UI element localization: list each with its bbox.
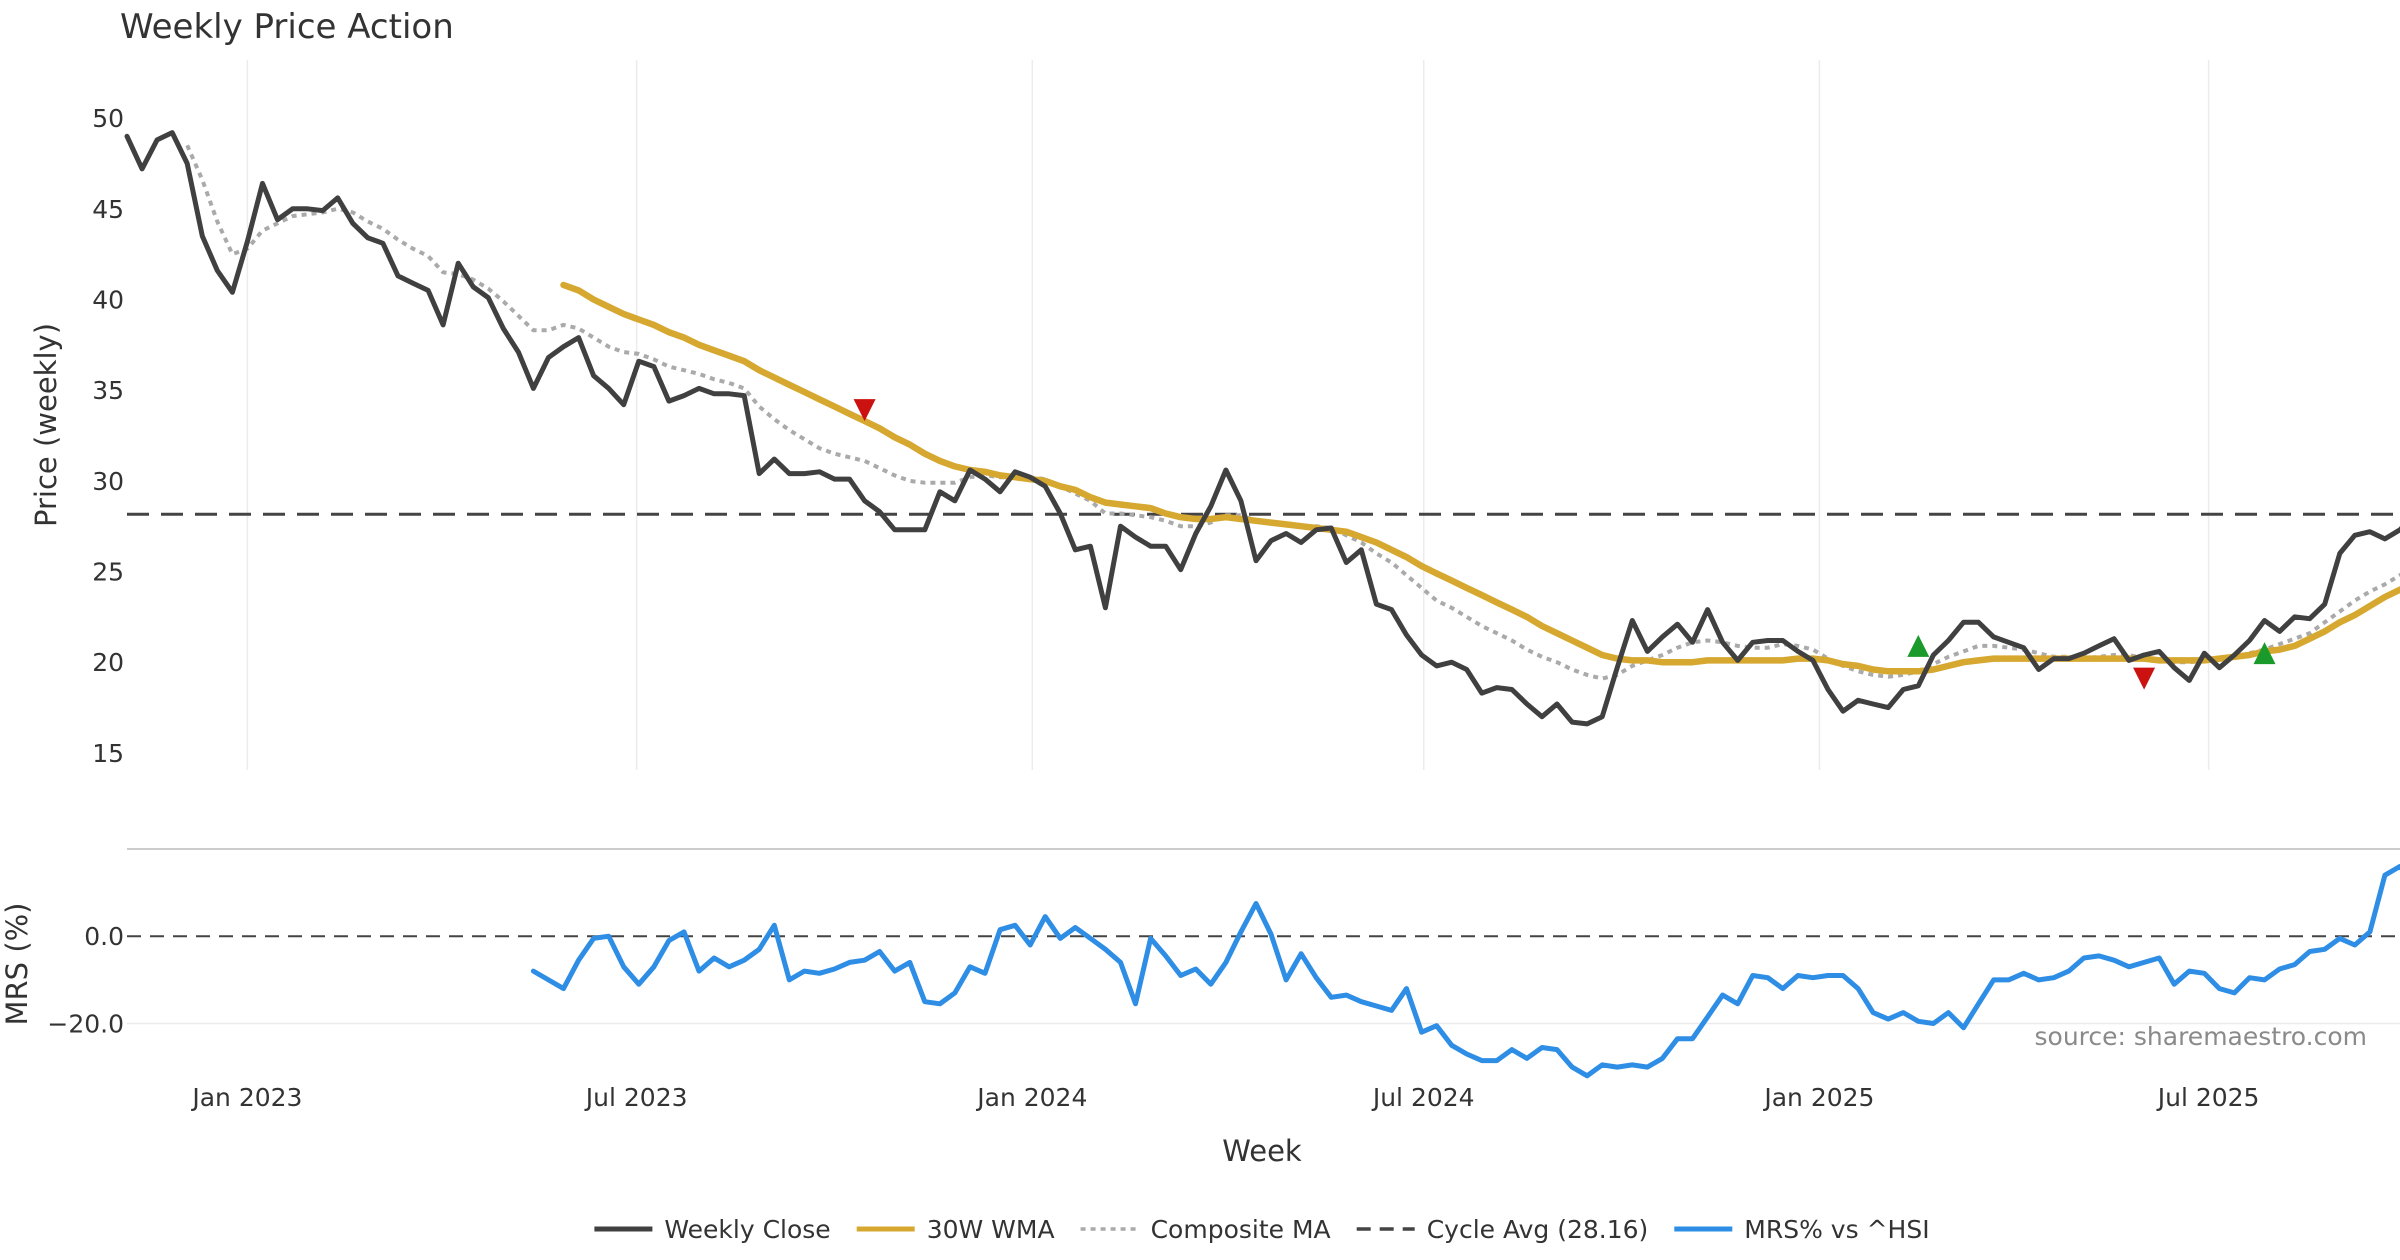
mrs-y-ticks: 0.0 −20.0 bbox=[47, 922, 2400, 1038]
legend-label: Cycle Avg (28.16) bbox=[1427, 1215, 1649, 1244]
price-gridlines bbox=[246, 60, 2210, 770]
x-tick-label: Jan 2024 bbox=[975, 1083, 1087, 1112]
legend-item: Weekly Close bbox=[594, 1215, 831, 1244]
x-tick-label: Jul 2025 bbox=[2156, 1083, 2260, 1112]
price-y-tick-label: 50 bbox=[92, 104, 124, 133]
composite-ma-line bbox=[185, 144, 2400, 681]
price-y-tick-label: 15 bbox=[92, 739, 124, 768]
sell-signal-marker bbox=[853, 399, 876, 422]
legend-item: Composite MA bbox=[1080, 1215, 1331, 1244]
signal-markers bbox=[853, 399, 2276, 690]
price-y-tick-label: 25 bbox=[92, 558, 124, 587]
chart-legend: Weekly Close 30W WMA Composite MA Cycle Avg… bbox=[594, 1215, 1930, 1244]
mrs-line bbox=[530, 863, 2400, 1079]
chart-title: Weekly Price Action bbox=[120, 7, 454, 47]
mrs-y-tick-label: −20.0 bbox=[47, 1009, 124, 1038]
price-y-tick-label: 20 bbox=[92, 648, 124, 677]
price-y-tick-label: 30 bbox=[92, 467, 124, 496]
price-y-tick-label: 35 bbox=[92, 376, 124, 405]
legend-item: Cycle Avg (28.16) bbox=[1356, 1215, 1649, 1244]
wma-30w-line bbox=[560, 281, 2400, 675]
source-label: source: sharemaestro.com bbox=[2035, 1022, 2368, 1051]
x-tick-label: Jul 2024 bbox=[1371, 1083, 1475, 1112]
sell-signal-marker bbox=[2133, 667, 2156, 690]
x-tick-label: Jan 2025 bbox=[1762, 1083, 1874, 1112]
weekly-close-line bbox=[124, 130, 2400, 727]
x-tick-label: Jul 2023 bbox=[584, 1083, 688, 1112]
price-y-axis-label: Price (weekly) bbox=[29, 323, 63, 527]
buy-signal-marker bbox=[1907, 634, 1930, 657]
x-axis-ticks: Jan 2023 Jul 2023 Jan 2024 Jul 2024 Jan 2025… bbox=[190, 1083, 2259, 1112]
legend-label: Composite MA bbox=[1151, 1215, 1331, 1244]
legend-label: MRS% vs ^HSI bbox=[1744, 1215, 1929, 1244]
price-y-tick-label: 45 bbox=[92, 195, 124, 224]
legend-item: MRS% vs ^HSI bbox=[1674, 1215, 1930, 1244]
legend-item: 30W WMA bbox=[856, 1215, 1055, 1244]
x-axis-label: Week bbox=[1222, 1134, 1302, 1168]
price-y-ticks: 15 20 25 30 35 40 45 50 bbox=[92, 104, 124, 768]
legend-label: 30W WMA bbox=[927, 1215, 1055, 1244]
buy-signal-marker bbox=[2253, 642, 2276, 665]
x-tick-label: Jan 2023 bbox=[190, 1083, 302, 1112]
legend-label: Weekly Close bbox=[664, 1215, 830, 1244]
mrs-y-axis-label: MRS (%) bbox=[0, 903, 34, 1026]
price-y-tick-label: 40 bbox=[92, 286, 124, 315]
mrs-y-tick-label: 0.0 bbox=[84, 922, 124, 951]
